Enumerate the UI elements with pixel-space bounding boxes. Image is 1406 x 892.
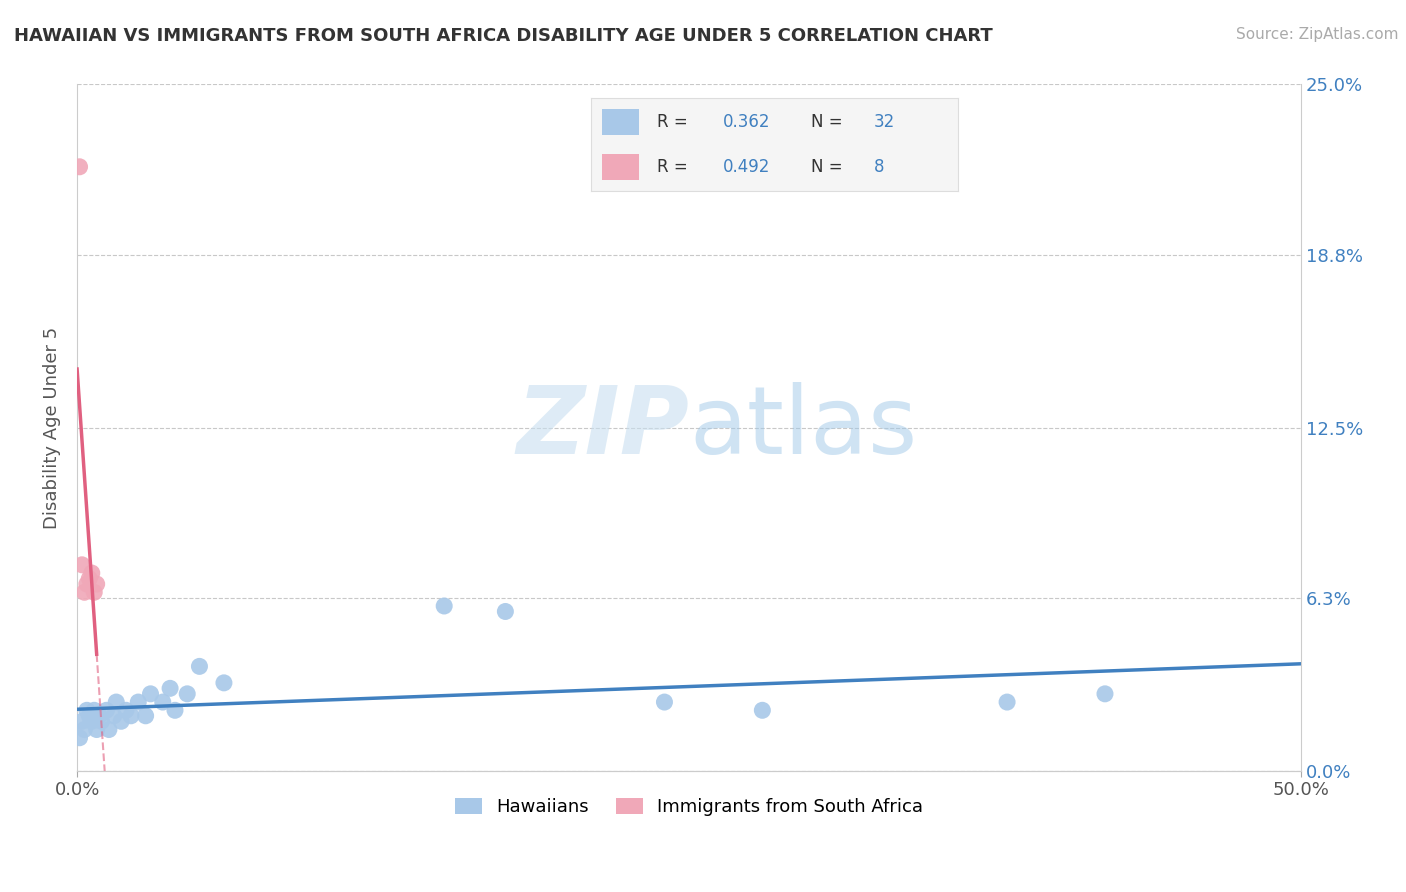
Point xyxy=(69,160,91,174)
Point xyxy=(76,577,98,591)
Point xyxy=(105,695,128,709)
Point xyxy=(188,659,211,673)
Point xyxy=(70,558,93,572)
Point xyxy=(80,714,103,729)
Text: Source: ZipAtlas.com: Source: ZipAtlas.com xyxy=(1236,27,1399,42)
Point xyxy=(176,687,198,701)
Point xyxy=(76,703,98,717)
Point xyxy=(79,708,101,723)
Point xyxy=(83,703,105,717)
Point xyxy=(163,703,186,717)
Point xyxy=(433,599,456,613)
Legend: Hawaiians, Immigrants from South Africa: Hawaiians, Immigrants from South Africa xyxy=(447,790,931,823)
Point xyxy=(751,703,773,717)
Point xyxy=(139,687,162,701)
Point xyxy=(995,695,1018,709)
Point xyxy=(80,566,103,580)
Point xyxy=(73,585,96,599)
Point xyxy=(1094,687,1116,701)
Y-axis label: Disability Age Under 5: Disability Age Under 5 xyxy=(44,326,60,529)
Point xyxy=(97,723,120,737)
Point xyxy=(654,695,676,709)
Point xyxy=(212,676,235,690)
Point xyxy=(127,695,149,709)
Point xyxy=(79,572,101,586)
Point xyxy=(73,723,96,737)
Point xyxy=(83,585,105,599)
Point xyxy=(87,708,110,723)
Point xyxy=(494,605,516,619)
Point xyxy=(110,714,132,729)
Point xyxy=(86,723,108,737)
Point xyxy=(90,714,112,729)
Point xyxy=(159,681,181,696)
Point xyxy=(69,731,91,745)
Point xyxy=(103,708,125,723)
Text: ZIP: ZIP xyxy=(516,382,689,474)
Text: HAWAIIAN VS IMMIGRANTS FROM SOUTH AFRICA DISABILITY AGE UNDER 5 CORRELATION CHAR: HAWAIIAN VS IMMIGRANTS FROM SOUTH AFRICA… xyxy=(14,27,993,45)
Point xyxy=(86,577,108,591)
Point xyxy=(115,703,138,717)
Point xyxy=(70,714,93,729)
Point xyxy=(96,703,118,717)
Point xyxy=(120,708,142,723)
Point xyxy=(135,708,157,723)
Text: atlas: atlas xyxy=(689,382,917,474)
Point xyxy=(152,695,174,709)
